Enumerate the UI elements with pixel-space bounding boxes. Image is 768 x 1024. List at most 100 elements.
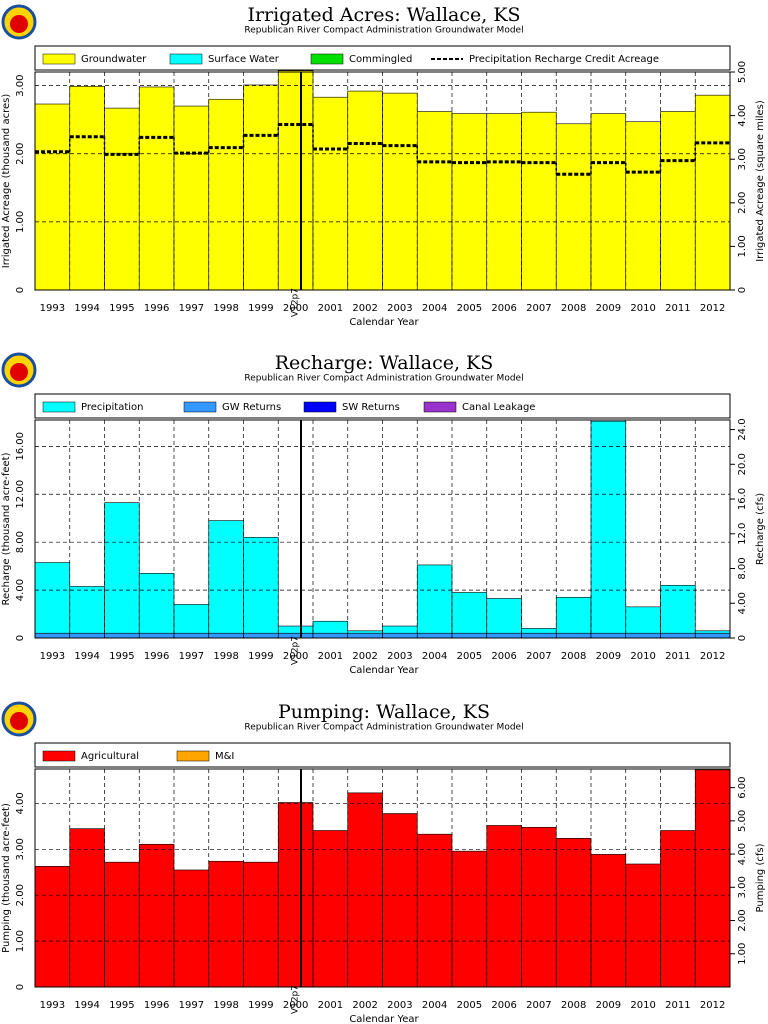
y2-tick-label: 4.00 <box>737 592 748 614</box>
y2-axis-label: Pumping (cfs) <box>755 843 766 912</box>
bar <box>694 632 731 639</box>
bar <box>312 620 349 634</box>
x-tick-label: 2006 <box>491 303 516 314</box>
annotation: V12p7 <box>291 636 301 665</box>
chart-subtitle: Republican River Compact Administration … <box>244 26 523 36</box>
y2-tick-label: 5.00 <box>737 810 748 832</box>
bar <box>660 111 696 291</box>
x-tick-label: 2001 <box>318 303 343 314</box>
y-axis-label: Recharge (thousand acre-feet) <box>1 452 12 605</box>
x-tick-label: 1999 <box>248 1000 273 1011</box>
x-tick-label: 2004 <box>422 303 447 314</box>
y2-tick-label: 16.0 <box>737 488 748 510</box>
y2-tick-label: 4.00 <box>737 843 748 865</box>
x-tick-label: 1995 <box>109 651 134 662</box>
x-tick-label: 2011 <box>665 651 690 662</box>
x-tick-label: 2000 <box>283 1000 308 1011</box>
y-tick-label: 1.00 <box>15 211 26 233</box>
bar <box>590 113 627 291</box>
x-axis-label: Calendar Year <box>349 1014 419 1024</box>
x-tick-label: 2004 <box>422 1000 447 1011</box>
bar <box>555 123 592 291</box>
bar <box>347 792 383 988</box>
bar <box>382 625 418 634</box>
legend-box <box>34 393 731 419</box>
legend-swatch <box>176 750 210 762</box>
bar <box>451 113 488 291</box>
bar <box>521 826 557 988</box>
bar <box>694 630 731 634</box>
bar <box>555 838 592 988</box>
x-tick-label: 1994 <box>74 303 99 314</box>
bar <box>347 632 383 639</box>
annotation: V12p7 <box>291 288 301 317</box>
bar <box>138 86 175 291</box>
x-tick-label: 2005 <box>457 651 482 662</box>
bar <box>660 830 696 988</box>
x-tick-label: 2011 <box>665 303 690 314</box>
y2-tick-label: 1.00 <box>737 235 748 257</box>
x-tick-label: 2006 <box>491 651 516 662</box>
bar <box>69 828 105 988</box>
x-tick-label: 1997 <box>179 651 204 662</box>
legend-label: Commingled <box>349 54 412 65</box>
x-tick-label: 2000 <box>283 651 308 662</box>
legend-label: Canal Leakage <box>462 402 535 413</box>
bar <box>277 625 314 634</box>
bar <box>347 630 383 634</box>
y-axis-label: Pumping (thousand acre-feet) <box>1 803 12 953</box>
y2-tick-label: 3.00 <box>737 148 748 170</box>
x-tick-label: 1998 <box>213 303 238 314</box>
y2-tick-label: 0 <box>737 635 748 641</box>
y2-tick-label: 1.00 <box>737 943 748 965</box>
x-tick-label: 2008 <box>561 1000 586 1011</box>
chart-subtitle: Republican River Compact Administration … <box>244 723 523 733</box>
bar <box>34 632 71 639</box>
x-tick-label: 2006 <box>491 1000 516 1011</box>
x-tick-label: 1996 <box>144 303 169 314</box>
x-tick-label: 1996 <box>144 651 169 662</box>
bar <box>173 869 210 988</box>
legend-swatch <box>42 53 76 65</box>
y2-tick-label: 0 <box>737 287 748 293</box>
bar <box>69 632 105 639</box>
x-tick-label: 2002 <box>352 1000 377 1011</box>
y-tick-label: 8.00 <box>15 531 26 553</box>
x-tick-label: 2007 <box>526 303 551 314</box>
legend-swatch <box>310 53 344 65</box>
bar <box>486 825 522 988</box>
x-tick-label: 2010 <box>630 651 655 662</box>
x-tick-label: 2000 <box>283 303 308 314</box>
bar <box>694 769 731 988</box>
bar <box>625 121 661 291</box>
bar <box>277 70 314 291</box>
x-tick-label: 2002 <box>352 303 377 314</box>
x-tick-label: 1997 <box>179 1000 204 1011</box>
bar <box>34 562 71 634</box>
bar <box>382 92 418 291</box>
bar <box>625 632 661 639</box>
legend-label: Precipitation Recharge Credit Acreage <box>469 54 659 65</box>
x-tick-label: 2008 <box>561 303 586 314</box>
legend-swatch <box>303 401 337 413</box>
bar <box>590 632 627 639</box>
bar <box>69 586 105 634</box>
x-tick-label: 2007 <box>526 651 551 662</box>
x-tick-label: 2012 <box>700 651 725 662</box>
bar <box>555 596 592 634</box>
x-tick-label: 1996 <box>144 1000 169 1011</box>
legend-label: Precipitation <box>81 402 144 413</box>
bar <box>486 113 522 291</box>
bar <box>312 632 349 639</box>
legend-swatch <box>42 401 76 413</box>
bar <box>521 111 557 291</box>
y2-tick-label: 24.0 <box>737 418 748 440</box>
y-tick-label: 4.00 <box>15 792 26 814</box>
x-tick-label: 2012 <box>700 1000 725 1011</box>
legend-swatch <box>183 401 217 413</box>
bar <box>451 632 488 639</box>
x-tick-label: 2010 <box>630 1000 655 1011</box>
x-tick-label: 1994 <box>74 651 99 662</box>
bar <box>382 632 418 639</box>
x-tick-label: 1998 <box>213 651 238 662</box>
